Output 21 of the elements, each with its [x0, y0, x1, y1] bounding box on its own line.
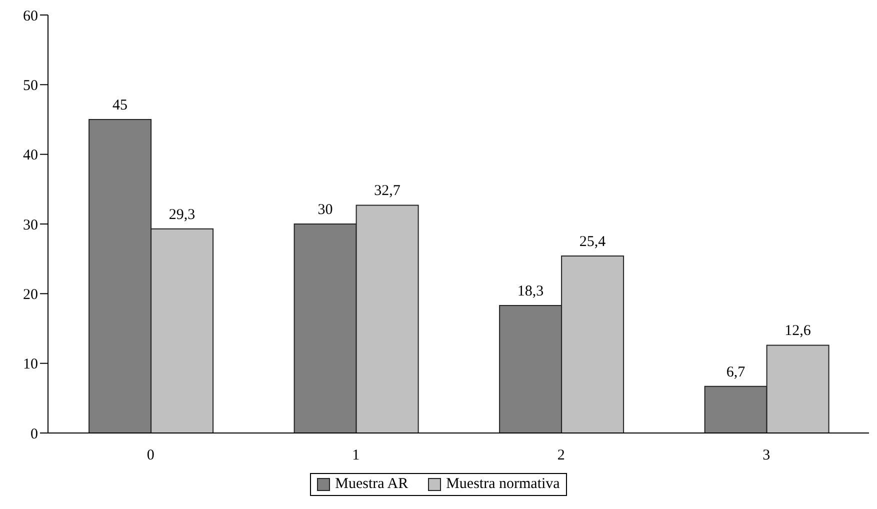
- legend-label: Muestra AR: [335, 476, 408, 493]
- y-tick-label: 20: [23, 286, 38, 303]
- y-tick-label: 40: [23, 148, 38, 164]
- data-label: 30: [318, 202, 333, 218]
- x-tick-label: 2: [557, 448, 565, 464]
- legend-label: Muestra normativa: [446, 476, 560, 493]
- data-label: 32,7: [374, 183, 401, 200]
- y-tick-label: 60: [23, 8, 38, 24]
- x-tick-label: 3: [762, 448, 770, 464]
- data-label: 45: [112, 98, 128, 114]
- data-label: 6,7: [726, 364, 746, 380]
- y-tick-label: 50: [23, 78, 38, 94]
- data-label: 18,3: [517, 284, 544, 300]
- data-label: 29,3: [168, 206, 196, 223]
- y-tick-label: 30: [23, 217, 38, 234]
- x-tick-label: 1: [352, 448, 360, 464]
- data-label: 12,6: [784, 323, 812, 340]
- data-label: 25,4: [579, 234, 606, 250]
- x-tick-label: 0: [146, 448, 154, 464]
- y-tick-label: 0: [30, 426, 38, 442]
- y-tick-label: 10: [23, 356, 38, 373]
